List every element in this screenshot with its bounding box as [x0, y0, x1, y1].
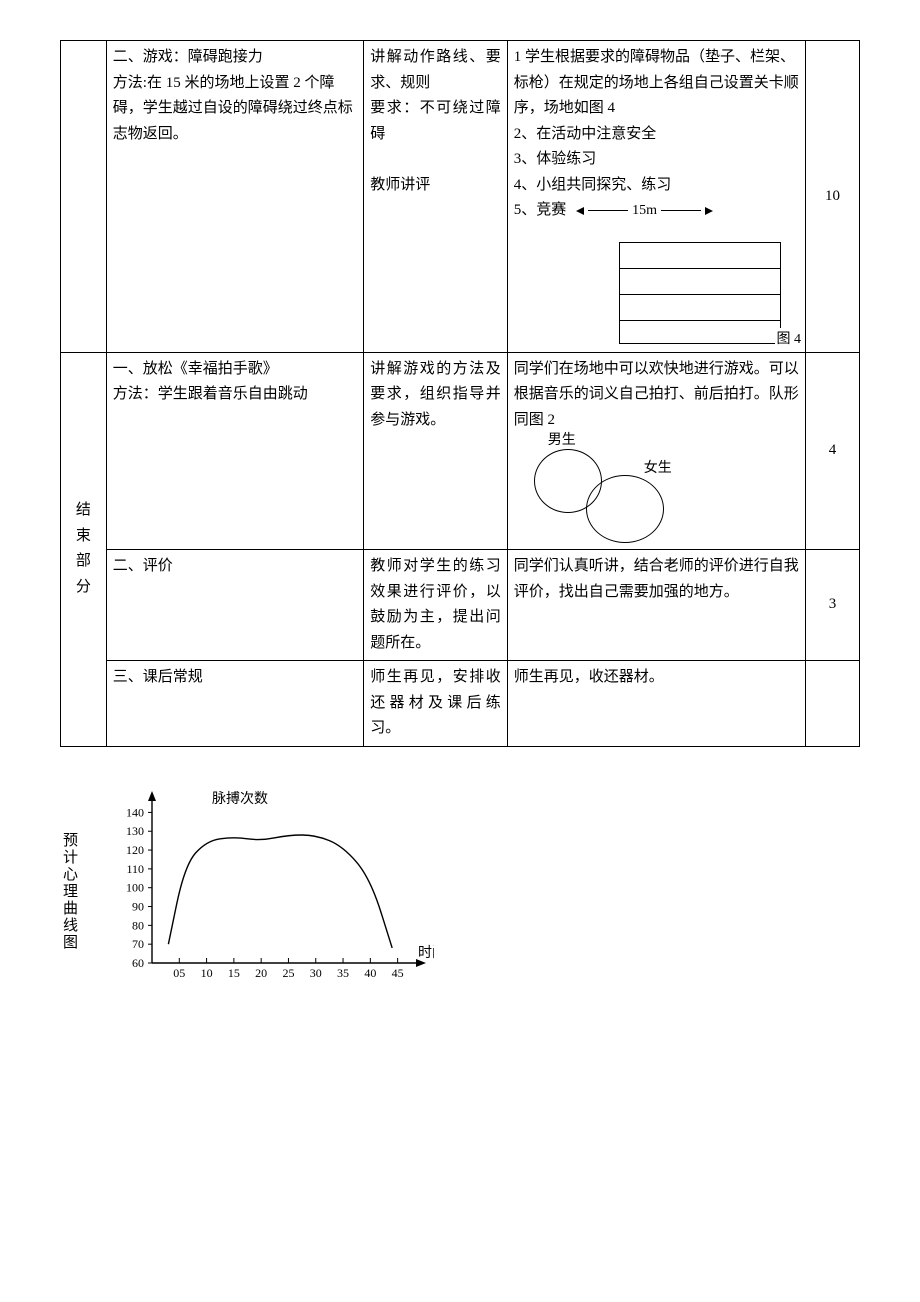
- fig4-grid: [619, 242, 781, 344]
- line-icon: [588, 210, 628, 211]
- teacher-cell: 讲解游戏的方法及要求，组织指导并参与游戏。: [364, 352, 508, 550]
- svg-text:05: 05: [173, 966, 185, 980]
- arrow-left-icon: [576, 207, 584, 215]
- row0-content: 二、游戏：障碍跑接力方法:在 15 米的场地上设置 2 个障碍，学生越过自设的障…: [113, 49, 353, 142]
- svg-text:脉搏次数: 脉搏次数: [212, 790, 268, 807]
- svg-text:40: 40: [364, 966, 376, 980]
- student-cell: 同学们认真听讲，结合老师的评价进行自我评价，找出自己需要加强的地方。: [507, 550, 805, 661]
- time-cell: 3: [806, 550, 860, 661]
- section-cell: 结束部分: [61, 352, 107, 746]
- row0-time: 10: [825, 188, 840, 204]
- svg-text:130: 130: [126, 824, 144, 838]
- row1-time: 4: [829, 442, 837, 458]
- arrow-right-icon: [705, 207, 713, 215]
- table-row: 二、游戏：障碍跑接力方法:在 15 米的场地上设置 2 个障碍，学生越过自设的障…: [61, 41, 860, 353]
- row2-teacher: 教师对学生的练习效果进行评价，以鼓励为主，提出问题所在。: [370, 558, 501, 651]
- section-cell-empty: [61, 41, 107, 353]
- svg-text:20: 20: [255, 966, 267, 980]
- content-cell: 二、游戏：障碍跑接力方法:在 15 米的场地上设置 2 个障碍，学生越过自设的障…: [106, 41, 364, 353]
- student-cell: 同学们在场地中可以欢快地进行游戏。可以根据音乐的词义自己拍打、前后拍打。队形同图…: [507, 352, 805, 550]
- svg-text:80: 80: [132, 918, 144, 932]
- row2-student: 同学们认真听讲，结合老师的评价进行自我评价，找出自己需要加强的地方。: [514, 558, 799, 600]
- lesson-plan-table: 二、游戏：障碍跑接力方法:在 15 米的场地上设置 2 个障碍，学生越过自设的障…: [60, 40, 860, 747]
- svg-text:15: 15: [228, 966, 240, 980]
- svg-text:110: 110: [126, 861, 144, 875]
- content-cell: 二、评价: [106, 550, 364, 661]
- svg-text:140: 140: [126, 805, 144, 819]
- circles-figure: 男生 女生: [514, 435, 714, 545]
- row1-content: 一、放松《幸福拍手歌》方法：学生跟着音乐自由跳动: [113, 361, 308, 403]
- fig4-caption: 图 4: [775, 328, 804, 352]
- student-cell: 1 学生根据要求的障碍物品（垫子、栏架、标枪）在规定的场地上各组自己设置关卡顺序…: [507, 41, 805, 353]
- section-label: 结束部分: [76, 498, 91, 600]
- svg-text:120: 120: [126, 843, 144, 857]
- row3-student: 师生再见，收还器材。: [514, 669, 664, 685]
- content-cell: 三、课后常规: [106, 661, 364, 747]
- content-cell: 一、放松《幸福拍手歌》方法：学生跟着音乐自由跳动: [106, 352, 364, 550]
- line-icon: [661, 210, 701, 211]
- chart-caption: 预计心理曲线图: [60, 832, 78, 951]
- student-cell: 师生再见，收还器材。: [507, 661, 805, 747]
- chart-block: 预计心理曲线图 60 70 80 90 100 110 120 130 140 05 10 15 20 2…: [60, 787, 860, 997]
- circle-icon: [586, 475, 664, 543]
- time-cell: [806, 661, 860, 747]
- row3-teacher: 师生再见，安排收还器材及课后练习。: [370, 669, 501, 736]
- svg-text:45: 45: [392, 966, 404, 980]
- row1-teacher: 讲解游戏的方法及要求，组织指导并参与游戏。: [370, 361, 501, 428]
- svg-text:70: 70: [132, 937, 144, 951]
- figure-4: 图 4: [619, 228, 799, 348]
- time-cell: 4: [806, 352, 860, 550]
- svg-text:10: 10: [201, 966, 213, 980]
- table-row: 结束部分 一、放松《幸福拍手歌》方法：学生跟着音乐自由跳动 讲解游戏的方法及要求…: [61, 352, 860, 550]
- table-row: 二、评价 教师对学生的练习效果进行评价，以鼓励为主，提出问题所在。 同学们认真听…: [61, 550, 860, 661]
- svg-text:60: 60: [132, 956, 144, 970]
- svg-text:25: 25: [282, 966, 294, 980]
- row1-student: 同学们在场地中可以欢快地进行游戏。可以根据音乐的词义自己拍打、前后拍打。队形同图…: [514, 357, 799, 434]
- svg-text:35: 35: [337, 966, 349, 980]
- table-row: 三、课后常规 师生再见，安排收还器材及课后练习。 师生再见，收还器材。: [61, 661, 860, 747]
- circle-girl-label: 女生: [644, 457, 672, 481]
- pulse-chart: 60 70 80 90 100 110 120 130 140 05 10 15 20 25 30 35 40 4…: [94, 787, 434, 997]
- row0-teacher: 讲解动作路线、要求、规则要求：不可绕过障碍教师讲评: [370, 49, 501, 193]
- teacher-cell: 讲解动作路线、要求、规则要求：不可绕过障碍教师讲评: [364, 41, 508, 353]
- time-cell: 10: [806, 41, 860, 353]
- row2-time: 3: [829, 596, 837, 612]
- svg-text:30: 30: [310, 966, 322, 980]
- fig4-15m: 15m: [632, 199, 657, 223]
- svg-text:100: 100: [126, 880, 144, 894]
- teacher-cell: 师生再见，安排收还器材及课后练习。: [364, 661, 508, 747]
- svg-text:90: 90: [132, 899, 144, 913]
- row3-content: 三、课后常规: [113, 669, 203, 685]
- svg-text:时间: 时间: [418, 945, 434, 961]
- teacher-cell: 教师对学生的练习效果进行评价，以鼓励为主，提出问题所在。: [364, 550, 508, 661]
- row0-student: 1 学生根据要求的障碍物品（垫子、栏架、标枪）在规定的场地上各组自己设置关卡顺序…: [514, 49, 799, 218]
- row2-content: 二、评价: [113, 558, 173, 574]
